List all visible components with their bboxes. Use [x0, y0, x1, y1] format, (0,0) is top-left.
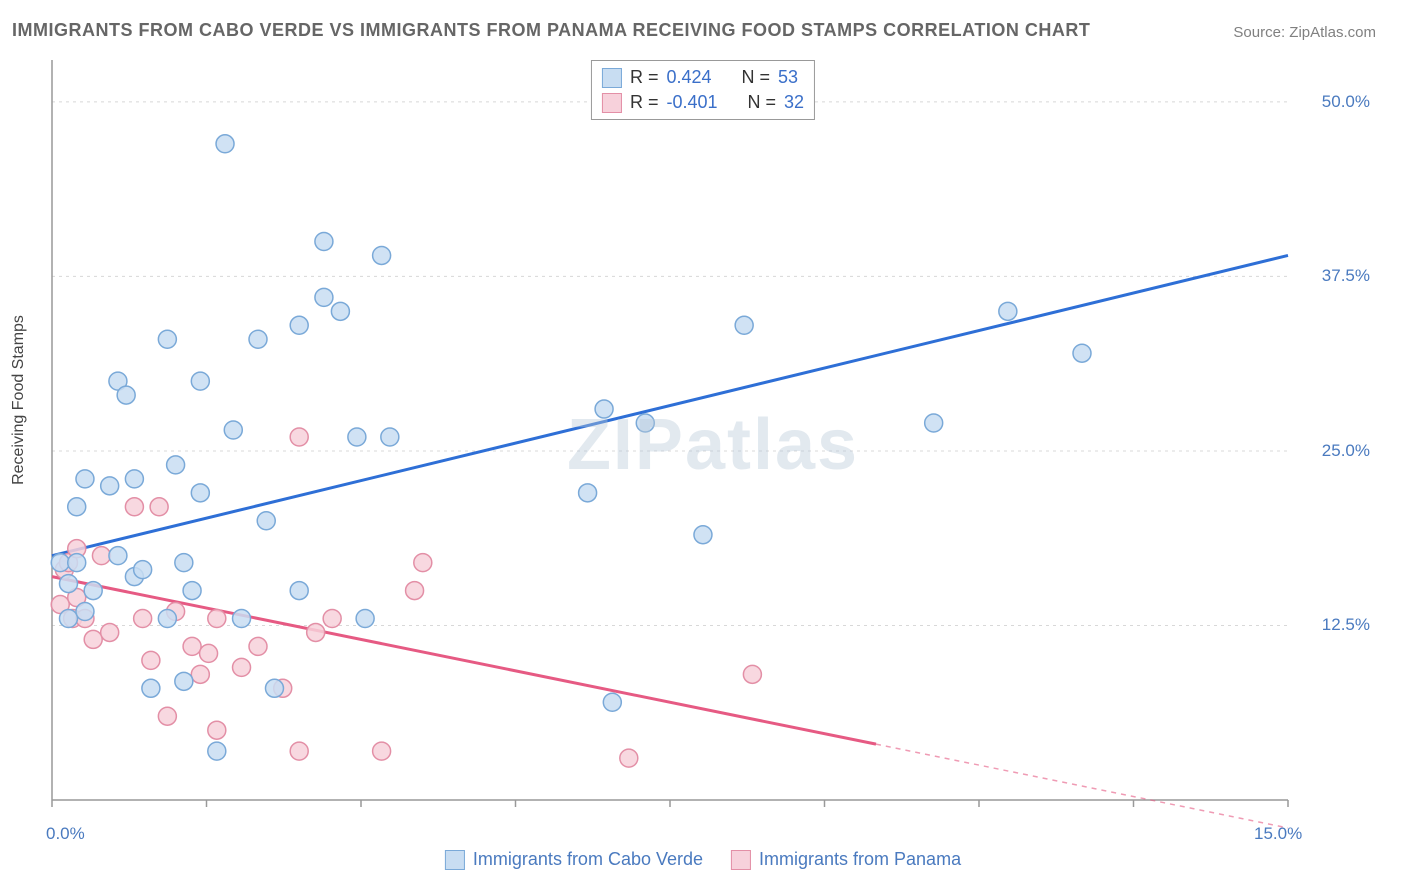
y-tick-label: 50.0%	[1322, 92, 1370, 112]
swatch-cabo-verde	[445, 850, 465, 870]
r-value: 0.424	[666, 67, 711, 88]
legend-row-panama: R = -0.401 N = 32	[602, 90, 804, 115]
series-name: Immigrants from Panama	[759, 849, 961, 870]
swatch-panama	[731, 850, 751, 870]
series-name: Immigrants from Cabo Verde	[473, 849, 703, 870]
scatter-plot	[48, 50, 1378, 840]
source-value: ZipAtlas.com	[1289, 24, 1376, 41]
swatch-panama	[602, 93, 622, 113]
correlation-legend: R = 0.424 N = 53 R = -0.401 N = 32	[591, 60, 815, 120]
x-tick-label: 15.0%	[1254, 824, 1302, 844]
chart-title: IMMIGRANTS FROM CABO VERDE VS IMMIGRANTS…	[12, 20, 1090, 41]
chart-area: ZIPatlas 12.5%25.0%37.5%50.0%0.0%15.0%	[48, 50, 1378, 840]
legend-item-cabo-verde: Immigrants from Cabo Verde	[445, 849, 703, 870]
n-label: N =	[748, 92, 777, 113]
source-attribution: Source: ZipAtlas.com	[1233, 24, 1376, 41]
source-label: Source:	[1233, 24, 1285, 41]
y-axis-label: Receiving Food Stamps	[10, 315, 28, 485]
legend-row-cabo-verde: R = 0.424 N = 53	[602, 65, 804, 90]
series-legend: Immigrants from Cabo Verde Immigrants fr…	[439, 849, 967, 870]
n-label: N =	[742, 67, 771, 88]
legend-item-panama: Immigrants from Panama	[731, 849, 961, 870]
n-value: 53	[778, 67, 798, 88]
y-tick-label: 12.5%	[1322, 615, 1370, 635]
y-tick-label: 25.0%	[1322, 441, 1370, 461]
n-value: 32	[784, 92, 804, 113]
y-tick-label: 37.5%	[1322, 266, 1370, 286]
x-tick-label: 0.0%	[46, 824, 85, 844]
r-value: -0.401	[666, 92, 717, 113]
swatch-cabo-verde	[602, 68, 622, 88]
r-label: R =	[630, 67, 659, 88]
r-label: R =	[630, 92, 659, 113]
